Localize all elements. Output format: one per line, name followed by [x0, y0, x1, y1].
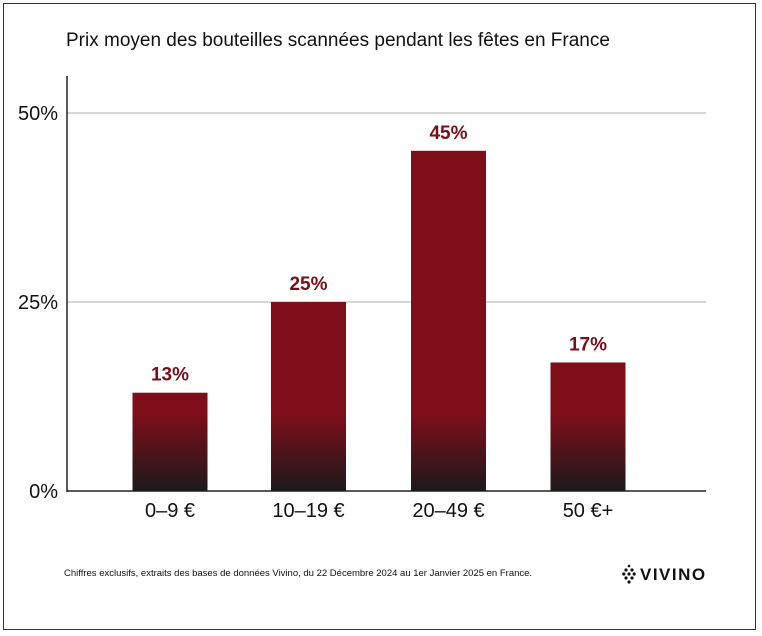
chart-frame [3, 3, 756, 630]
data-label: 17% [569, 334, 607, 355]
x-tick-label: 10–19 € [272, 500, 344, 522]
vivino-logo: VIVINO [622, 564, 707, 586]
data-label: 25% [289, 274, 327, 295]
y-tick-label: 25% [18, 292, 58, 314]
logo-text: VIVINO [640, 565, 707, 584]
x-tick-label: 20–49 € [412, 500, 484, 522]
x-tick-label: 0–9 € [145, 500, 195, 522]
footnote: Chiffres exclusifs, extraits des bases d… [64, 568, 533, 579]
grape-icon [622, 564, 636, 584]
data-label: 45% [429, 123, 467, 144]
y-tick-label: 0% [29, 481, 58, 503]
chart-title: Prix moyen des bouteilles scannées penda… [66, 30, 610, 51]
bar [271, 302, 346, 491]
bar [550, 362, 626, 491]
bar [411, 150, 486, 492]
data-label: 13% [151, 365, 189, 386]
x-tick-label: 50 €+ [563, 500, 614, 522]
y-tick-label: 50% [18, 103, 58, 125]
bar [132, 392, 208, 491]
